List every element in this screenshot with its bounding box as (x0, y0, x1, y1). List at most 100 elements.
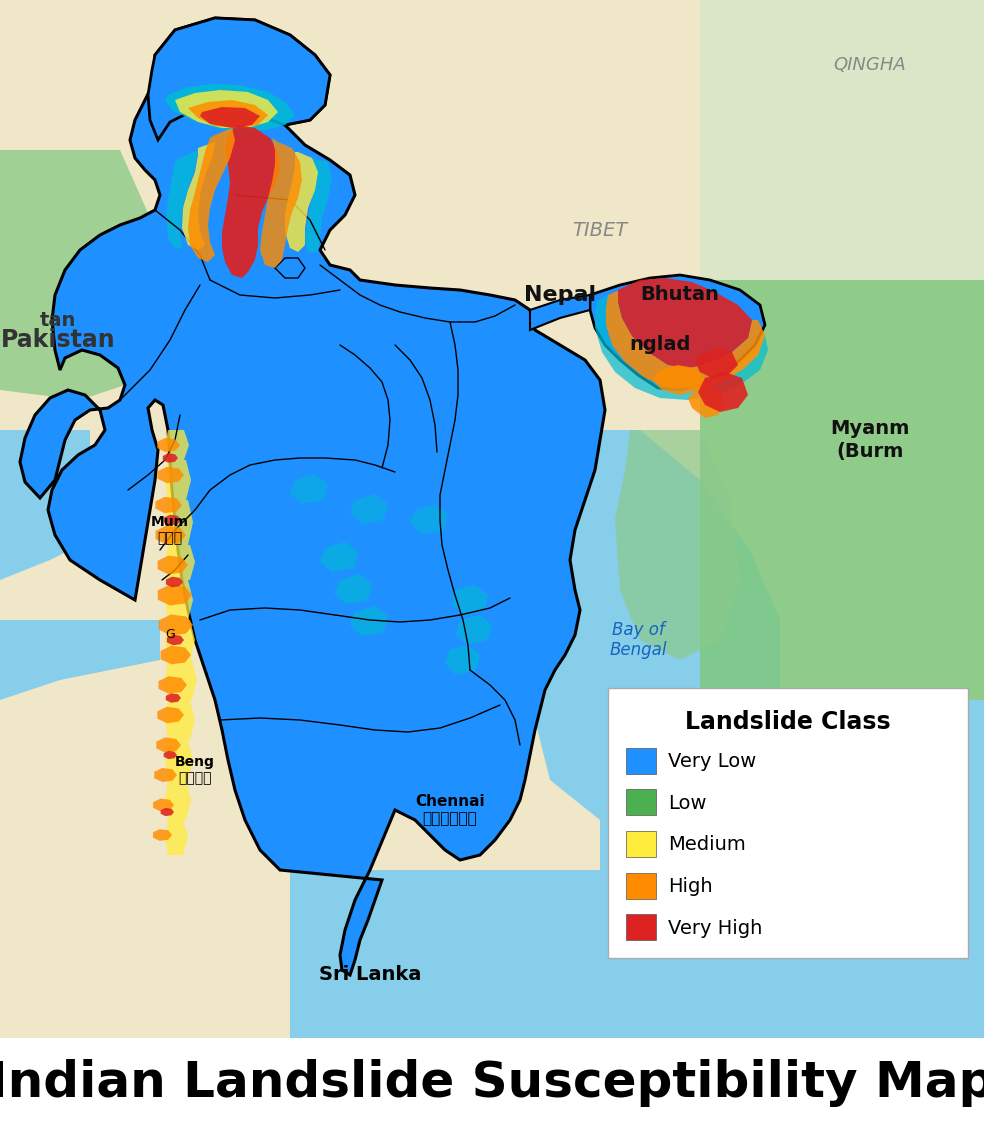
Polygon shape (445, 645, 480, 675)
Polygon shape (350, 494, 388, 525)
Polygon shape (590, 275, 765, 390)
Polygon shape (165, 820, 188, 855)
Polygon shape (167, 635, 184, 645)
Polygon shape (165, 580, 193, 620)
Polygon shape (320, 541, 358, 572)
Polygon shape (285, 152, 318, 252)
Polygon shape (155, 526, 186, 545)
Polygon shape (157, 556, 188, 574)
Polygon shape (530, 430, 780, 820)
Polygon shape (452, 585, 488, 615)
Polygon shape (188, 127, 235, 262)
Polygon shape (162, 453, 178, 462)
Polygon shape (157, 438, 180, 452)
Text: Pakistan: Pakistan (1, 328, 115, 352)
Polygon shape (615, 430, 740, 660)
Bar (626, 748, 656, 774)
Polygon shape (175, 90, 278, 127)
Text: Medium: Medium (668, 836, 746, 855)
Polygon shape (157, 467, 184, 483)
Polygon shape (148, 18, 330, 140)
Text: Indian Landslide Susceptibility Map: Indian Landslide Susceptibility Map (0, 1059, 984, 1107)
Polygon shape (165, 779, 191, 820)
Polygon shape (700, 0, 984, 280)
Bar (626, 914, 656, 941)
Polygon shape (166, 150, 198, 248)
Text: n Se: n Se (884, 863, 917, 878)
Polygon shape (165, 500, 193, 545)
Polygon shape (595, 296, 768, 400)
Polygon shape (165, 740, 193, 779)
Polygon shape (182, 142, 215, 250)
Polygon shape (165, 694, 181, 703)
Text: QINGHA: QINGHA (833, 56, 906, 74)
Polygon shape (0, 430, 90, 580)
Text: Low: Low (668, 794, 707, 813)
Polygon shape (600, 700, 984, 1038)
Polygon shape (158, 676, 187, 694)
Polygon shape (260, 138, 302, 268)
Polygon shape (530, 296, 590, 331)
Text: Nepal: Nepal (523, 285, 596, 305)
Polygon shape (350, 606, 388, 636)
Text: Bhutan: Bhutan (641, 285, 719, 305)
Text: tan: tan (39, 310, 76, 329)
Polygon shape (652, 365, 705, 395)
Text: TIBET: TIBET (573, 220, 628, 239)
Polygon shape (158, 615, 193, 635)
Text: Myanm
(Burm: Myanm (Burm (830, 420, 909, 460)
Polygon shape (163, 751, 177, 759)
Polygon shape (165, 620, 195, 660)
Polygon shape (188, 100, 268, 127)
Polygon shape (160, 808, 174, 816)
Polygon shape (165, 660, 197, 700)
Text: nglad: nglad (630, 335, 691, 354)
Text: Mum
मुं: Mum मुं (151, 514, 189, 545)
Polygon shape (154, 768, 177, 782)
Polygon shape (606, 290, 765, 388)
Polygon shape (0, 150, 170, 400)
Polygon shape (157, 707, 184, 723)
Text: Landslide Class: Landslide Class (685, 710, 891, 734)
Polygon shape (290, 474, 328, 504)
Polygon shape (334, 574, 372, 603)
Polygon shape (688, 382, 725, 418)
Polygon shape (166, 576, 183, 588)
Text: Chennai
சென்னை: Chennai சென்னை (415, 794, 485, 826)
Polygon shape (165, 460, 191, 500)
Polygon shape (154, 799, 174, 811)
Polygon shape (165, 700, 195, 740)
Polygon shape (222, 125, 280, 277)
Polygon shape (165, 430, 189, 460)
Polygon shape (156, 738, 181, 752)
Bar (0, 1038, 984, 1128)
Polygon shape (410, 504, 448, 534)
Polygon shape (456, 615, 492, 645)
Polygon shape (164, 514, 181, 526)
Bar (626, 831, 656, 857)
Bar (626, 873, 656, 899)
Text: ang
หา: ang หา (861, 794, 890, 826)
Polygon shape (153, 829, 172, 840)
Polygon shape (155, 496, 182, 513)
Polygon shape (0, 620, 160, 1038)
Text: Beng
ಬೆಂಗ: Beng ಬೆಂಗ (175, 755, 215, 785)
Polygon shape (290, 870, 600, 1038)
Polygon shape (200, 107, 260, 127)
Polygon shape (618, 277, 752, 368)
Polygon shape (698, 372, 748, 412)
Polygon shape (20, 18, 605, 975)
FancyBboxPatch shape (608, 688, 968, 958)
Polygon shape (700, 280, 984, 700)
Polygon shape (305, 158, 332, 252)
Text: Sri Lanka: Sri Lanka (319, 966, 421, 985)
Text: Very High: Very High (668, 918, 763, 937)
Polygon shape (160, 645, 191, 664)
Text: Very Low: Very Low (668, 752, 757, 772)
Polygon shape (165, 545, 195, 580)
Text: High: High (668, 878, 712, 896)
Polygon shape (157, 584, 192, 606)
Polygon shape (165, 83, 295, 132)
Text: G: G (165, 628, 175, 642)
Polygon shape (695, 349, 738, 378)
